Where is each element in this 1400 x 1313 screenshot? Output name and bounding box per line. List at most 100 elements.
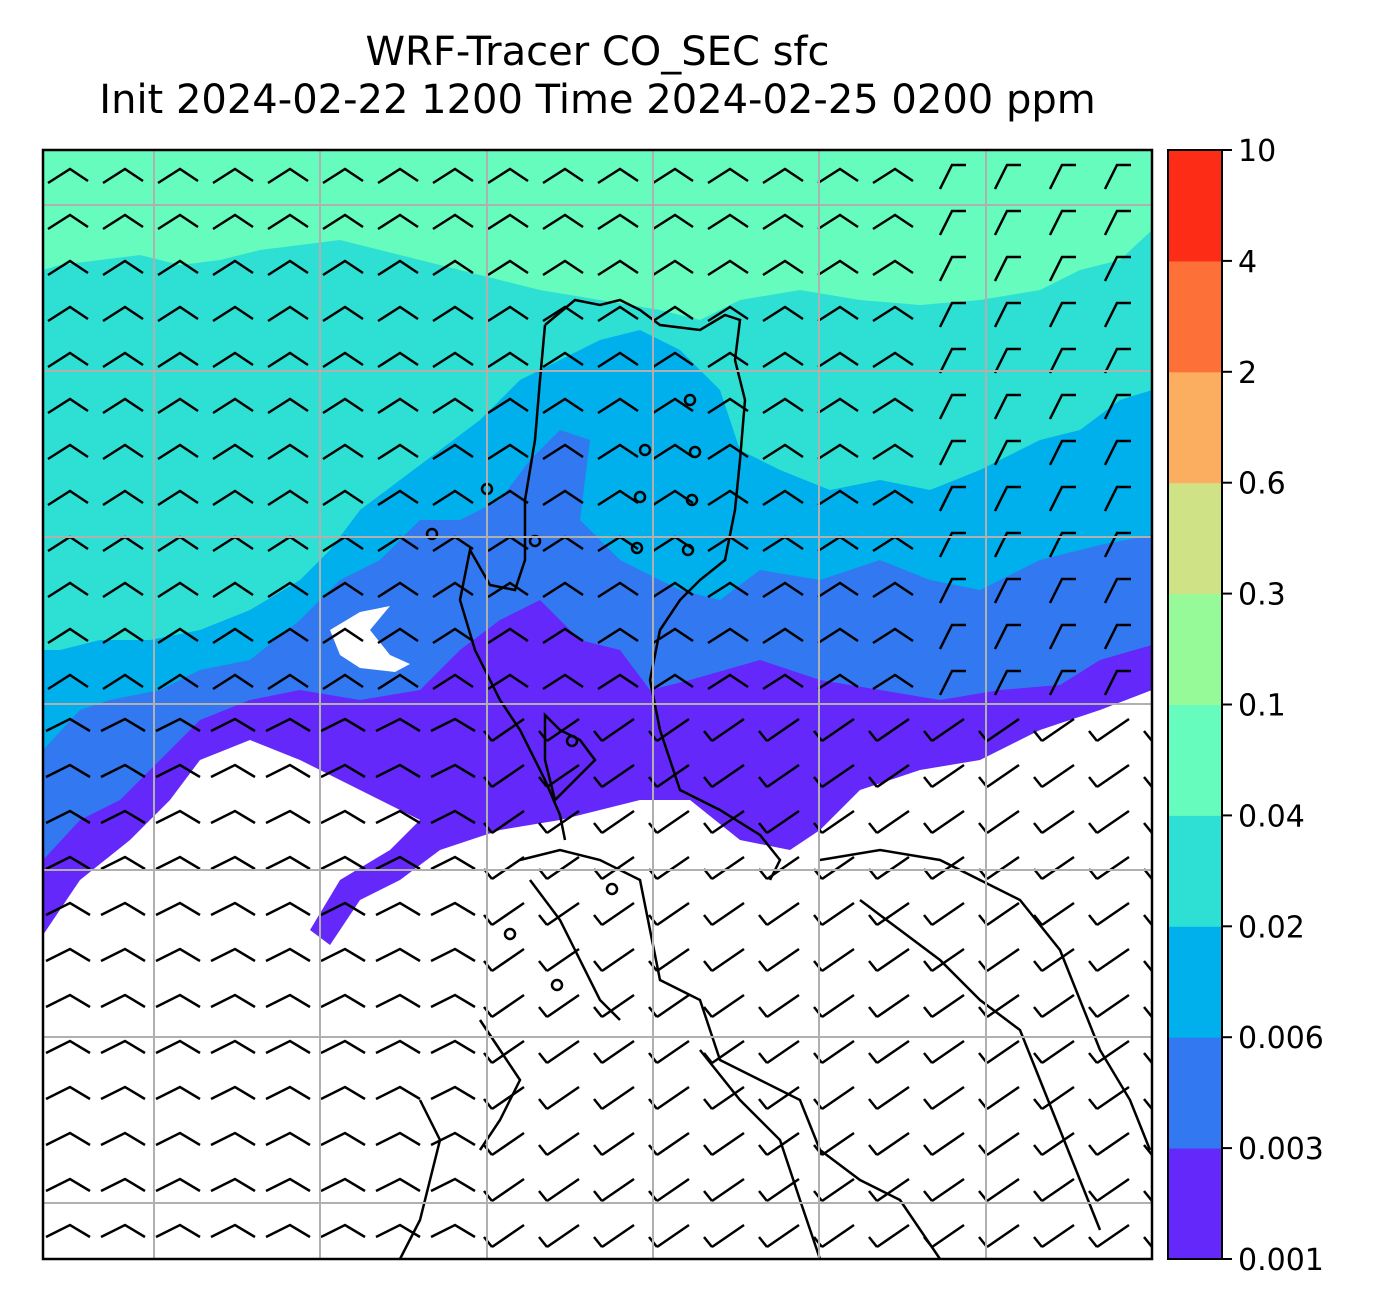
wind-barb [487, 397, 529, 415]
wind-barb [1088, 993, 1130, 1019]
wind-barb [375, 855, 421, 871]
wind-barb [322, 581, 364, 599]
wind-barb [210, 1085, 256, 1101]
wind-barb [649, 1271, 689, 1293]
wind-barb [703, 947, 745, 973]
wind-barb [1143, 822, 1152, 834]
wind-barb [267, 167, 309, 185]
wind-barb [703, 763, 745, 789]
wind-barb [375, 1131, 421, 1147]
wind-barb [210, 1039, 256, 1055]
wind-barb [593, 901, 635, 927]
wind-barb [758, 1177, 800, 1203]
wind-barb [212, 167, 254, 185]
wind-barb [155, 1085, 201, 1101]
wind-barb [320, 947, 366, 963]
wind-barb [593, 717, 635, 743]
wind-barb [703, 1177, 745, 1203]
wind-barb [265, 1085, 311, 1101]
wind-barb [758, 1039, 800, 1065]
wind-barb [652, 627, 694, 645]
wind-barb [762, 397, 804, 415]
wind-barb [542, 259, 584, 277]
wind-barb [265, 717, 311, 733]
wind-barb [320, 1039, 366, 1055]
wind-barb [869, 1271, 909, 1293]
wind-barb [538, 1223, 580, 1249]
wind-barb [102, 489, 144, 507]
wind-barb [1103, 439, 1131, 466]
wind-barb [938, 163, 966, 190]
wind-barb [923, 717, 965, 743]
wind-barb [868, 1177, 910, 1203]
wind-barb [432, 213, 474, 231]
wind-barb [45, 763, 91, 779]
wind-barb [707, 397, 749, 415]
colorbar-segment-0.003 [1168, 1037, 1222, 1149]
wind-barb [432, 581, 474, 599]
wind-barb [1048, 623, 1076, 650]
wind-barb [817, 489, 859, 507]
wind-barb [322, 167, 364, 185]
wind-barb [1033, 763, 1075, 789]
wind-barb [430, 1223, 476, 1239]
wind-barb [762, 489, 804, 507]
wind-barb [923, 1039, 965, 1065]
wind-barb [762, 581, 804, 599]
wind-barb [593, 763, 635, 789]
wind-barb [320, 1177, 366, 1193]
wind-barb [993, 577, 1021, 604]
wind-barb [322, 213, 364, 231]
wind-barb [375, 993, 421, 1009]
wind-barb [155, 1223, 201, 1239]
wind-barb [210, 1177, 256, 1193]
wind-barb [1033, 947, 1075, 973]
wind-barb [321, 1271, 365, 1283]
wind-barb [212, 305, 254, 323]
wind-barb [487, 259, 529, 277]
wind-barb [375, 947, 421, 963]
wind-barb [758, 1085, 800, 1111]
wind-barb [1033, 1131, 1075, 1157]
wind-barb [267, 351, 309, 369]
wind-barb [872, 397, 914, 415]
wind-barb [320, 993, 366, 1009]
wind-barb [267, 627, 309, 645]
wind-barb [157, 397, 199, 415]
wind-barb [100, 1085, 146, 1101]
wind-barb [375, 763, 421, 779]
wind-barb [432, 351, 474, 369]
wind-barb [157, 627, 199, 645]
wind-barb [868, 1039, 910, 1065]
wind-barb [868, 763, 910, 789]
wind-barb [212, 259, 254, 277]
colorbar-tick-label: 10 [1238, 134, 1276, 169]
wind-barb [377, 581, 419, 599]
wind-barb [432, 489, 474, 507]
wind-barb [375, 1177, 421, 1193]
wind-barb [1143, 1236, 1152, 1248]
wind-barb [47, 213, 89, 231]
wind-barb [267, 213, 309, 231]
wind-barb [703, 809, 745, 835]
wind-barb [703, 1039, 745, 1065]
wind-barb [868, 717, 910, 743]
wind-barb [817, 305, 859, 323]
wind-barb [938, 209, 966, 236]
wind-barb [597, 259, 639, 277]
wind-barb [593, 993, 635, 1019]
wind-barb [1143, 914, 1152, 926]
wind-barb [542, 167, 584, 185]
wind-barb [157, 673, 199, 691]
wind-barb [1088, 947, 1130, 973]
wind-barb [212, 489, 254, 507]
wind-barb [265, 947, 311, 963]
wind-barb [923, 763, 965, 789]
coastline-east-islands [819, 848, 1152, 1231]
wind-barb [101, 1271, 145, 1283]
wind-barb [100, 809, 146, 825]
wind-barb [47, 305, 89, 323]
wind-barb [47, 443, 89, 461]
wind-barb [377, 213, 419, 231]
